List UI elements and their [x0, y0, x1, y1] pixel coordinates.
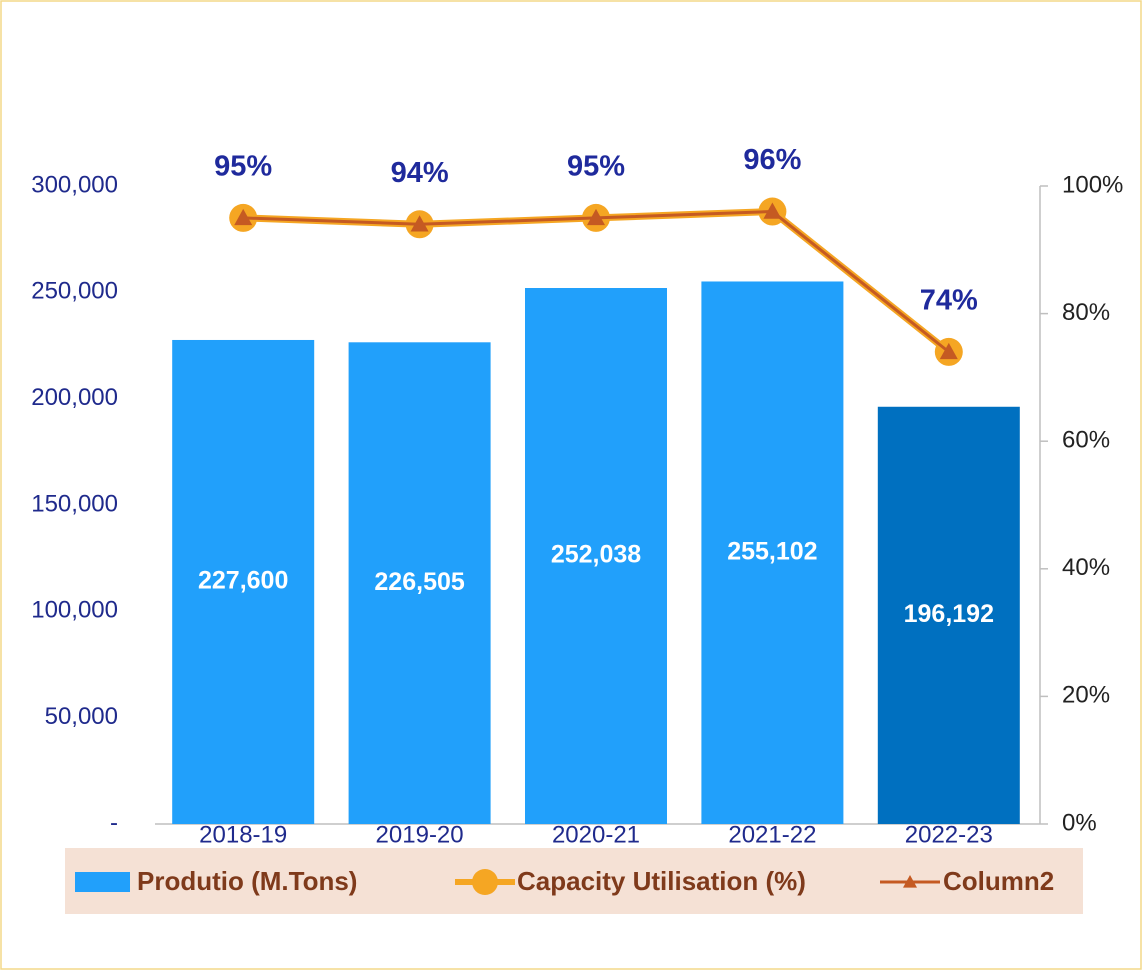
legend-swatch [75, 872, 130, 892]
y2-tick-label: 60% [1062, 427, 1110, 454]
x-tick-label: 2019-20 [376, 821, 464, 848]
line-value-label: 95% [567, 151, 625, 183]
line-point [587, 208, 605, 226]
bar [877, 406, 1020, 824]
y-tick-label: - [110, 809, 118, 836]
y-tick-label: 200,000 [31, 384, 118, 411]
y-tick-label: 300,000 [31, 171, 118, 198]
x-tick-label: 2022-23 [905, 821, 993, 848]
bar [172, 339, 315, 824]
line-point [234, 208, 253, 226]
legend-label: Produtio (M.Tons) [137, 866, 357, 896]
bar [348, 342, 491, 824]
y-tick-label: 50,000 [45, 703, 118, 730]
line-point [903, 875, 917, 888]
line-point [763, 202, 782, 219]
bar-value-label: 196,192 [904, 600, 994, 628]
bar-value-label: 252,038 [551, 541, 641, 569]
y-tick-label: 250,000 [31, 278, 118, 305]
x-tick-label: 2020-21 [552, 821, 640, 848]
line-value-label: 94% [391, 157, 449, 189]
line-value-label: 96% [743, 144, 801, 176]
y2-tick-label: 0% [1062, 809, 1097, 836]
line-point [939, 342, 958, 360]
x-tick-label: 2021-22 [728, 821, 816, 848]
line-point [472, 869, 498, 895]
bar-value-label: 227,600 [198, 567, 288, 595]
line-value-label: 95% [214, 151, 272, 183]
bar-value-label: 255,102 [727, 537, 817, 565]
legend-label: Column2 [943, 866, 1054, 896]
y2-tick-label: 40% [1062, 554, 1110, 581]
y-tick-label: 150,000 [31, 490, 118, 517]
bar-value-label: 226,505 [374, 568, 464, 596]
y2-tick-label: 100% [1062, 171, 1123, 198]
y-tick-label: 100,000 [31, 597, 118, 624]
legend-label: Capacity Utilisation (%) [517, 866, 806, 896]
x-tick-label: 2018-19 [199, 821, 287, 848]
y2-tick-label: 20% [1062, 682, 1110, 709]
line-point [410, 215, 429, 232]
y2-tick-label: 80% [1062, 299, 1110, 326]
bar [701, 281, 844, 824]
line-value-label: 74% [920, 285, 978, 317]
bar [525, 287, 667, 825]
